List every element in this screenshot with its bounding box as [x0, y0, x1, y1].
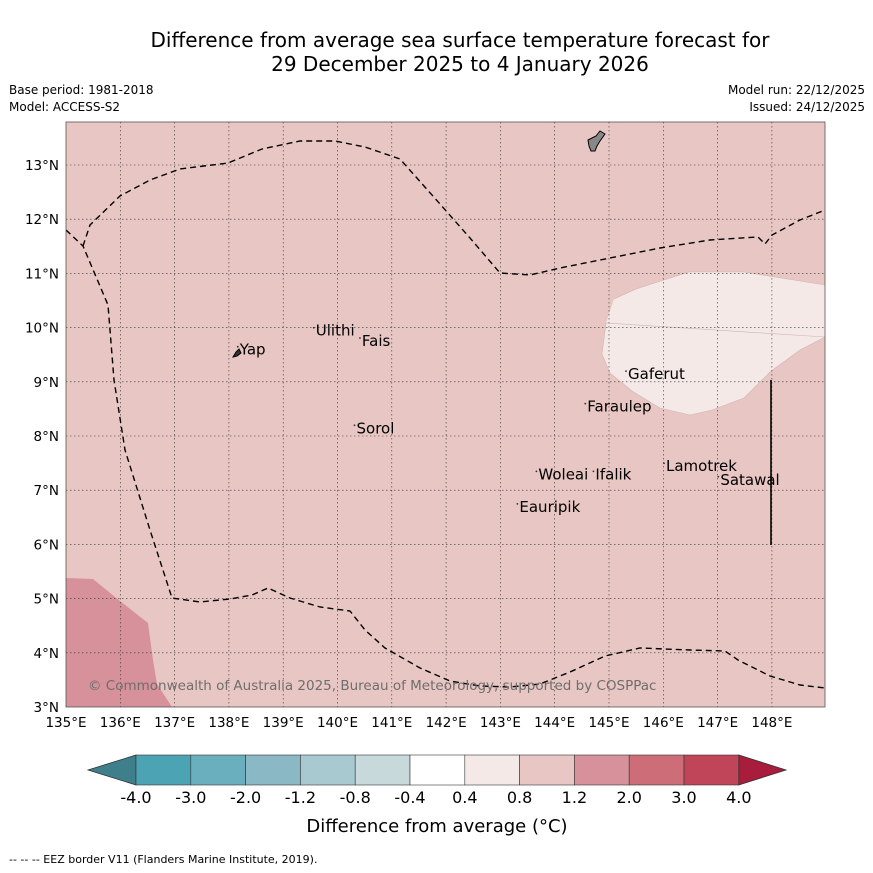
graticule: [66, 122, 825, 707]
longitude-tick-label: 144°E: [534, 715, 575, 731]
eez-border-line: [66, 229, 825, 689]
place-labels: Yap Ulithi Fais Sorol Gaferut Faraulep Woleai I…: [236, 322, 780, 516]
place-label: Sorol: [357, 419, 395, 437]
place-marker: [312, 326, 315, 329]
longitude-tick-label: 139°E: [263, 715, 304, 731]
colorbar: -4.0 -3.0 -2.0 -1.2 -0.8 -0.4 0.4 0.8 1.2 2.0 3.0 4…: [86, 754, 788, 807]
latitude-tick-label: 11°N: [25, 266, 59, 282]
longitude-tick-label: 140°E: [317, 715, 358, 731]
colorbar-extend-high: [738, 754, 788, 786]
latitude-tick-label: 6°N: [34, 537, 59, 553]
latitude-tick-label: 7°N: [34, 483, 59, 499]
colorbar-segment: [519, 754, 575, 786]
place-label: Lamotrek: [666, 457, 737, 475]
place-marker: [625, 370, 627, 372]
eez-border-north: [82, 140, 825, 276]
colorbar-tick-label: 0.8: [507, 788, 532, 807]
chart-title: Difference from average sea surface temp…: [60, 28, 860, 76]
place-label: Ulithi: [316, 322, 355, 340]
place-marker: [359, 337, 361, 339]
latitude-axis: 3°N 4°N 5°N 6°N 7°N 8°N 9°N 10°N 11°N 12°N 13°N: [25, 158, 59, 716]
longitude-tick-label: 141°E: [371, 715, 412, 731]
map-area: Yap Ulithi Fais Sorol Gaferut Faraulep Woleai I…: [66, 122, 825, 707]
cool-patch-edge: [601, 271, 825, 416]
anomaly-field-1.2-2.0: [66, 578, 172, 707]
colorbar-segment: [354, 754, 411, 786]
place-label: Eauripik: [519, 498, 580, 516]
footer-legend: -- -- -- EEZ border V11 (Flanders Marine…: [9, 853, 318, 866]
place-label: Ifalik: [595, 465, 631, 483]
yap-island: [231, 348, 242, 358]
meta-left: Base period: 1981-2018 Model: ACCESS-S2: [9, 82, 154, 116]
colorbar-extend-low: [86, 754, 137, 786]
place-marker: [592, 470, 595, 473]
longitude-tick-label: 136°E: [100, 715, 141, 731]
colorbar-tick-label: -0.4: [394, 788, 425, 807]
latitude-tick-label: 3°N: [34, 700, 59, 716]
colorbar-segment: [464, 754, 520, 786]
colorbar-tick-label: -1.2: [285, 788, 316, 807]
longitude-tick-label: 145°E: [588, 715, 629, 731]
map-frame: [65, 121, 826, 708]
longitude-tick-label: 146°E: [643, 715, 684, 731]
place-marker: [663, 462, 665, 465]
colorbar-tick-label: -2.0: [230, 788, 261, 807]
colorbar-segment: [409, 754, 466, 786]
title-line-2: 29 December 2025 to 4 January 2026: [271, 52, 649, 76]
model-name: Model: ACCESS-S2: [9, 100, 121, 114]
latitude-tick-label: 9°N: [34, 375, 59, 391]
colorbar-tick-label: -0.8: [340, 788, 371, 807]
colorbar-segment: [135, 754, 192, 786]
longitude-tick-label: 142°E: [426, 715, 467, 731]
title-line-1: Difference from average sea surface temp…: [150, 28, 770, 52]
base-period: Base period: 1981-2018: [9, 83, 154, 97]
place-label: Woleai: [538, 465, 588, 483]
colorbar-segment: [245, 754, 301, 786]
place-label: Gaferut: [628, 365, 685, 383]
longitude-tick-label: 137°E: [154, 715, 195, 731]
place-marker: [535, 470, 538, 473]
longitude-tick-label: 147°E: [697, 715, 738, 731]
place-marker: [353, 424, 356, 427]
colorbar-segment: [683, 754, 740, 786]
place-label: Faraulep: [587, 398, 651, 416]
colorbar-tick-label: 0.4: [452, 788, 477, 807]
issued-date: Issued: 24/12/2025: [749, 100, 865, 114]
anomaly-field-0.4-0.8: [602, 272, 825, 415]
latitude-tick-label: 13°N: [25, 158, 59, 174]
longitude-tick-label: 138°E: [208, 715, 249, 731]
latitude-tick-label: 5°N: [34, 592, 59, 608]
place-marker: [236, 345, 239, 348]
place-label: Yap: [239, 341, 266, 359]
latitude-tick-label: 12°N: [25, 212, 59, 228]
place-marker: [584, 402, 587, 405]
longitude-axis: 135°E 136°E 137°E 138°E 139°E 140°E 141°E 142°E…: [45, 715, 792, 731]
meta-right: Model run: 22/12/2025 Issued: 24/12/2025: [728, 82, 865, 116]
colorbar-tick-label: -3.0: [175, 788, 206, 807]
colorbar-tick-label: 2.0: [616, 788, 641, 807]
colorbar-segment: [190, 754, 246, 786]
colorbar-segment: [300, 754, 356, 786]
longitude-tick-label: 135°E: [45, 715, 86, 731]
colorbar-tick-label: 4.0: [726, 788, 751, 807]
place-marker: [717, 475, 720, 478]
colorbar-label: Difference from average (°C): [306, 816, 567, 837]
place-label: Fais: [362, 332, 391, 350]
place-marker: [516, 502, 519, 505]
latitude-tick-label: 10°N: [25, 321, 59, 337]
model-run: Model run: 22/12/2025: [727, 83, 865, 97]
copyright-text: © Commonwealth of Australia 2025, Bureau…: [88, 678, 656, 694]
colorbar-segment: [628, 754, 685, 786]
guam-island: [587, 130, 606, 152]
colorbar-tick-label: 3.0: [671, 788, 696, 807]
longitude-tick-label: 143°E: [480, 715, 521, 731]
colorbar-tick-label: -4.0: [120, 788, 151, 807]
colorbar-tick-label: 1.2: [562, 788, 587, 807]
colorbar-segment: [574, 754, 630, 786]
place-label: Satawal: [720, 471, 779, 489]
latitude-tick-label: 8°N: [34, 429, 59, 445]
longitude-tick-label: 148°E: [751, 715, 792, 731]
latitude-tick-label: 4°N: [34, 646, 59, 662]
